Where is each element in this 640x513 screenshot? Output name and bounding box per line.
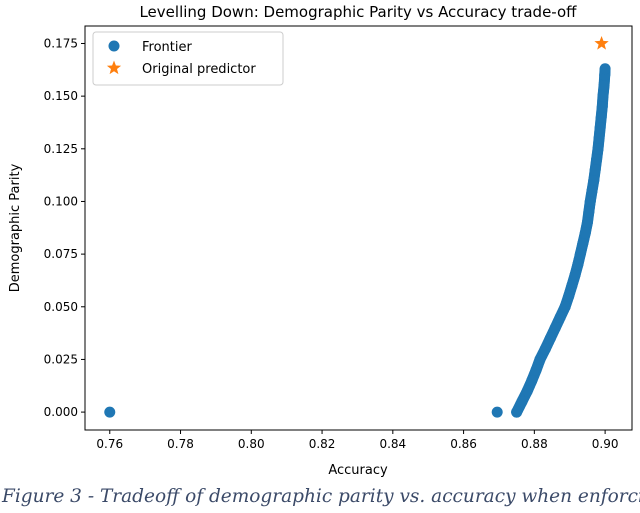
frontier-point	[599, 63, 611, 75]
frontier-point	[595, 111, 607, 123]
frontier-point	[530, 364, 542, 376]
frontier-point	[516, 396, 528, 408]
frontier-point	[544, 332, 556, 344]
frontier-point	[491, 406, 503, 418]
frontier-point	[539, 343, 551, 355]
frontier-point	[581, 217, 593, 229]
frontier-point	[104, 406, 116, 418]
x-tick-label: 0.80	[238, 437, 265, 451]
x-tick-label: 0.76	[96, 437, 123, 451]
scatter-chart: Levelling Down: Demographic Parity vs Ac…	[8, 3, 633, 478]
y-tick-label: 0.075	[44, 247, 78, 261]
x-tick-label: 0.78	[167, 437, 194, 451]
x-tick-label: 0.82	[309, 437, 336, 451]
y-axis-label: Demographic Parity	[8, 163, 23, 292]
axes-frame	[84, 25, 633, 431]
legend-frontier-label: Frontier	[142, 40, 192, 55]
x-tick-label: 0.84	[379, 437, 406, 451]
x-axis-label: Accuracy	[328, 463, 388, 478]
frontier-point	[598, 80, 610, 92]
frontier-point	[554, 311, 566, 323]
x-tick-label: 0.88	[521, 437, 548, 451]
x-tick-label: 0.90	[592, 437, 619, 451]
chart-title: Levelling Down: Demographic Parity vs Ac…	[139, 3, 577, 21]
legend-original-marker	[106, 60, 122, 75]
frontier-point	[574, 248, 586, 260]
legend: Frontier Original predictor	[92, 31, 284, 86]
frontier-point	[566, 280, 578, 292]
frontier-point	[577, 238, 589, 250]
frontier-point	[588, 174, 600, 186]
frontier-point	[549, 322, 561, 334]
frontier-point	[596, 101, 608, 113]
y-tick-label: 0.025	[44, 352, 78, 366]
legend-original-label: Original predictor	[142, 62, 256, 77]
frontier-point	[569, 269, 581, 281]
y-tick-label: 0.150	[44, 89, 78, 103]
frontier-point	[592, 143, 604, 155]
frontier-point	[589, 164, 601, 176]
frontier-point	[593, 132, 605, 144]
frontier-point	[563, 290, 575, 302]
frontier-point	[584, 195, 596, 207]
frontier-point	[583, 206, 595, 218]
y-tick-label: 0.175	[44, 36, 78, 50]
frontier-point	[591, 153, 603, 165]
frontier-point	[597, 90, 609, 102]
frontier-point	[526, 375, 538, 387]
original-predictor-point	[594, 36, 609, 50]
figure-caption: Figure 3 - Tradeoff of demographic parit…	[2, 486, 640, 507]
y-tick-label: 0.125	[44, 142, 78, 156]
frontier-point	[579, 227, 591, 239]
y-tick-label: 0.100	[44, 194, 78, 208]
frontier-point	[521, 385, 533, 397]
frontier-point	[511, 406, 523, 418]
y-tick-label: 0.050	[44, 300, 78, 314]
y-tick-label: 0.000	[44, 405, 78, 419]
frontier-point	[534, 353, 546, 365]
x-tick-label: 0.86	[450, 437, 477, 451]
frontier-point	[586, 185, 598, 197]
frontier-point	[594, 122, 606, 134]
legend-frontier-marker	[108, 40, 120, 52]
frontier-point	[572, 259, 584, 271]
frontier-point	[559, 301, 571, 313]
